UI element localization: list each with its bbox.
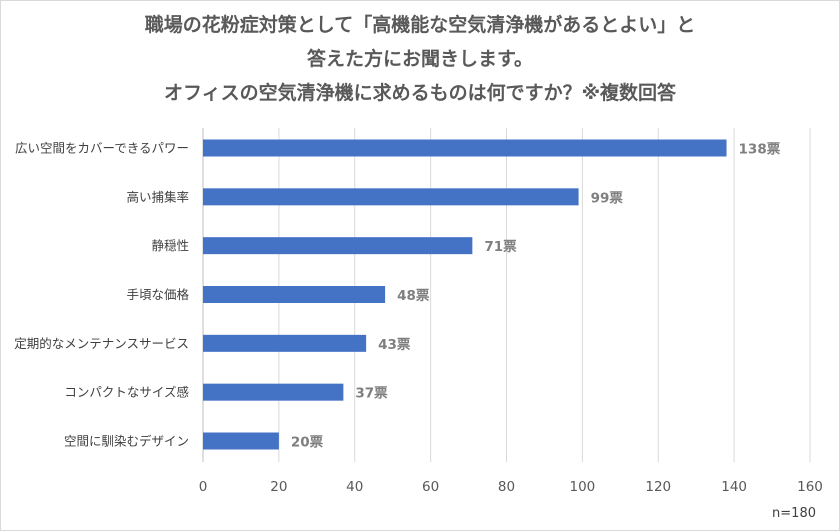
x-tick-label: 100 [569,479,595,495]
bar [203,334,367,352]
data-label: 43票 [378,337,411,353]
data-label: 20票 [291,435,324,451]
category-label: 手頃な価格 [126,287,189,302]
category-label: コンパクトなサイズ感 [64,385,189,400]
category-label: 定期的なメンテナンスサービス [14,336,189,351]
x-tick-label: 60 [422,479,439,495]
bar [203,286,386,303]
chart-title: 職場の花粉症対策として「高機能な空気清浄機があるとよい」と 答えた方にお聞きしま… [0,8,840,110]
x-tick-label: 80 [498,479,515,495]
data-label: 71票 [484,239,517,255]
data-label: 138票 [739,142,781,158]
sample-size-note: n=180 [772,506,816,521]
category-label: 静穏性 [151,238,189,253]
chart-title-line-2: 答えた方にお聞きします。 [306,48,534,70]
category-label: 空間に馴染むデザイン [64,434,189,449]
x-tick-label: 140 [721,479,747,495]
chart-title-line-1: 職場の花粉症対策として「高機能な空気清浄機があるとよい」と [144,14,696,36]
x-tick-label: 120 [645,479,671,495]
bar [203,188,579,206]
category-label: 広い空間をカバーできるパワー [15,141,189,156]
x-tick-label: 0 [199,479,208,495]
x-tick-label: 20 [270,479,287,495]
bar [203,383,344,401]
data-label: 37票 [355,386,388,402]
x-tick-label: 160 [797,479,823,495]
category-label: 高い捕集率 [126,189,189,204]
data-label: 48票 [397,288,430,304]
bar [203,139,727,157]
chart-title-line-3: オフィスの空気清浄機に求めるものは何ですか？※複数回答 [163,82,677,104]
bar [203,432,279,450]
x-tick-label: 40 [346,479,363,495]
bar [203,237,473,255]
data-label: 99票 [591,190,624,206]
